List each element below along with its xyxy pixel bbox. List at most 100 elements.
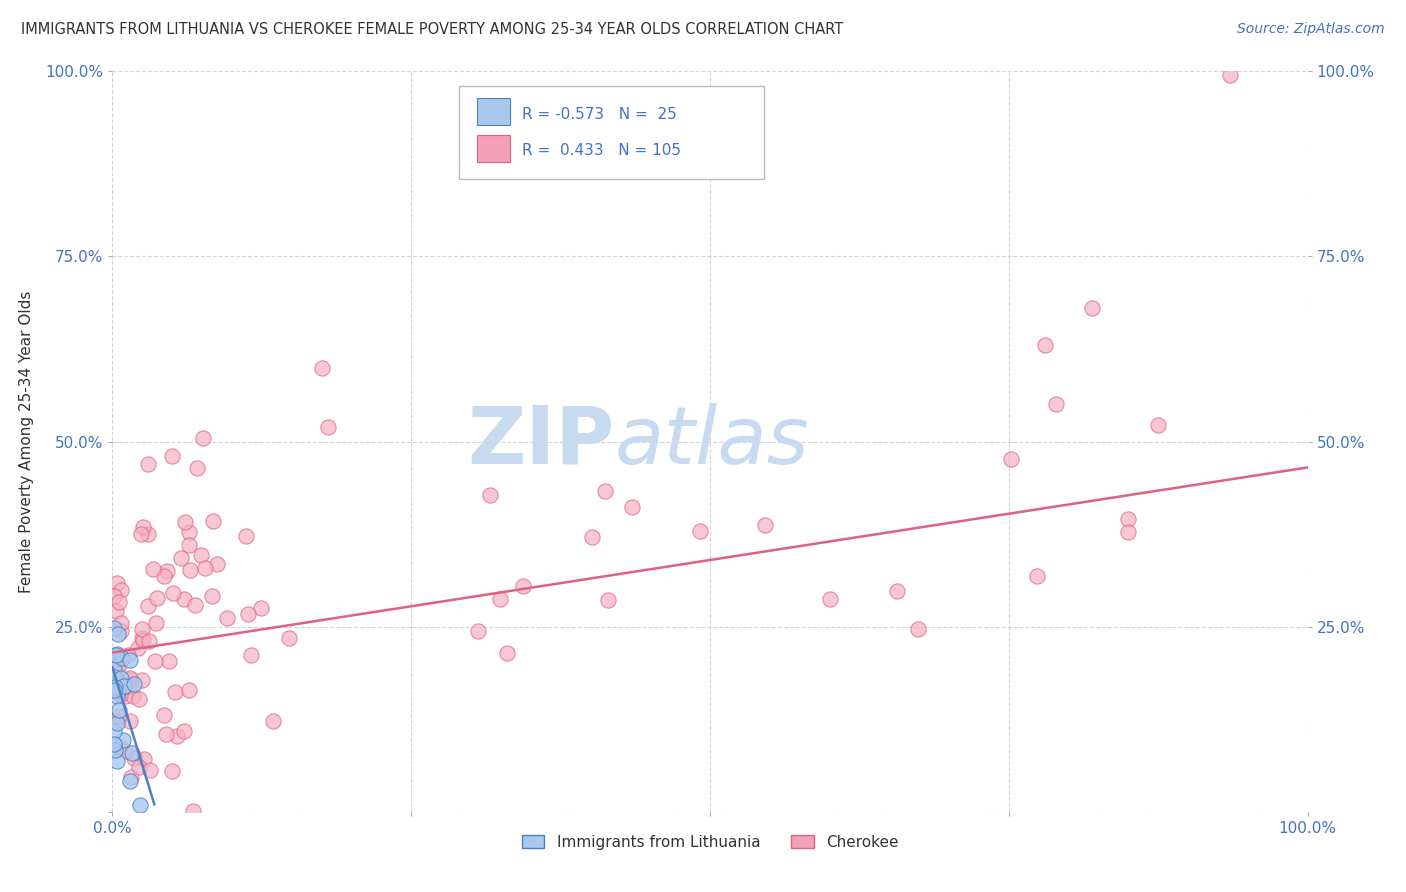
Point [620,500,643,514]
Point [118,653,141,667]
Point [105,576,128,591]
Point [593,483,616,498]
Point [177,524,200,539]
Point [1081,301,1104,316]
Point [145,654,167,668]
Point [103,662,125,676]
Y-axis label: Female Poverty Among 25-34 Year Olds: Female Poverty Among 25-34 Year Olds [20,291,34,592]
Point [107,683,129,698]
Point [194,560,217,574]
Point [120,714,142,728]
Text: R = -0.573   N =  25: R = -0.573 N = 25 [523,107,678,122]
FancyBboxPatch shape [458,87,763,178]
Point [117,679,139,693]
Point [111,651,134,665]
Point [108,703,131,717]
Point [173,591,195,606]
Point [132,520,155,534]
Point [131,673,153,688]
Point [153,569,176,583]
Point [1116,524,1139,539]
Point [104,681,127,695]
Point [131,622,153,636]
Point [129,526,152,541]
Point [138,633,160,648]
Point [316,419,339,434]
Point [205,557,228,571]
Point [103,589,125,603]
Point [112,679,135,693]
Point [155,726,177,740]
Point [108,658,131,673]
Point [146,591,169,606]
Point [110,615,132,630]
Point [596,592,619,607]
Point [886,584,908,599]
Point [689,524,711,538]
Point [166,729,188,743]
Point [107,657,129,671]
Point [162,450,183,464]
Point [128,797,150,812]
Point [104,604,127,618]
Point [103,652,125,666]
Point [1147,418,1170,433]
Point [136,599,159,613]
Point [103,653,125,667]
Point [201,514,224,528]
Point [107,626,129,640]
Point [142,561,165,575]
Point [117,648,139,662]
Point [136,526,159,541]
Point [128,692,150,706]
Point [104,665,127,680]
Point [110,671,132,685]
Point [156,564,179,578]
Point [1033,338,1056,352]
Point [160,764,183,779]
Point [478,488,501,502]
Point [250,600,273,615]
Text: IMMIGRANTS FROM LITHUANIA VS CHEROKEE FEMALE POVERTY AMONG 25-34 YEAR OLDS CORRE: IMMIGRANTS FROM LITHUANIA VS CHEROKEE FE… [21,22,844,37]
Text: ZIP: ZIP [467,402,614,481]
Point [108,688,131,702]
Text: Source: ZipAtlas.com: Source: ZipAtlas.com [1237,22,1385,37]
Point [103,723,125,738]
Point [114,744,136,758]
Point [177,683,200,698]
Point [159,654,181,668]
Text: atlas: atlas [614,402,810,481]
FancyBboxPatch shape [477,136,510,162]
Point [118,774,141,789]
Point [105,648,128,662]
Point [311,360,333,375]
FancyBboxPatch shape [477,98,510,126]
Point [139,763,162,777]
Point [110,624,132,639]
Point [163,685,186,699]
Point [235,529,257,543]
Point [120,771,142,785]
Point [153,707,176,722]
Point [467,624,489,638]
Point [110,583,132,598]
Point [170,550,193,565]
Point [118,671,141,685]
Point [184,599,207,613]
Point [103,621,125,635]
Point [489,591,512,606]
Point [114,678,136,692]
Point [122,677,145,691]
Point [181,804,204,818]
Point [818,591,841,606]
Point [240,648,263,662]
Point [103,670,125,684]
Point [581,530,603,544]
Point [190,548,212,562]
Point [138,457,160,471]
Point [107,690,129,704]
Point [122,750,145,764]
Point [120,672,142,686]
Point [191,431,214,445]
Point [238,607,260,621]
